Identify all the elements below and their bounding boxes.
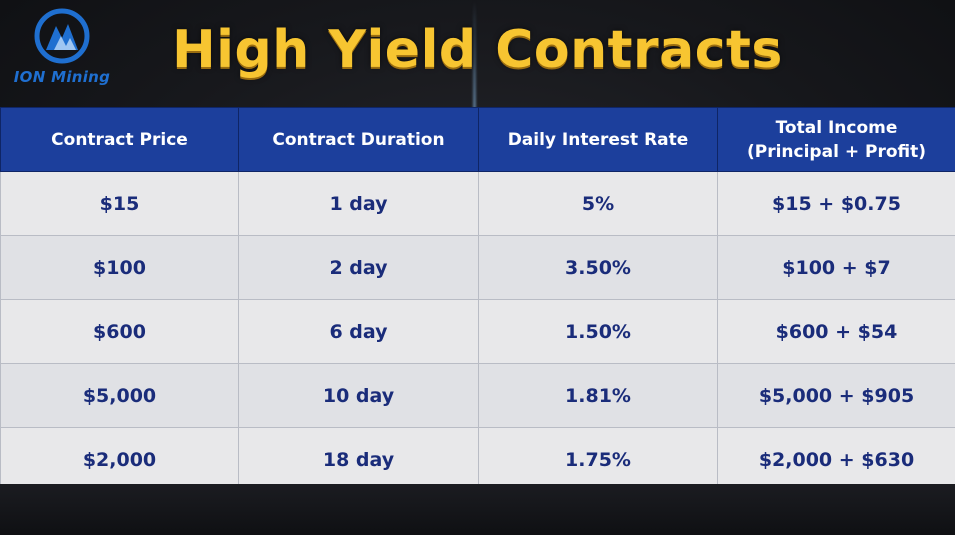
table-header-row: Contract Price Contract Duration Daily I…: [0, 107, 955, 172]
header-daily-interest-rate: Daily Interest Rate: [478, 107, 718, 172]
header-contract-price: Contract Price: [0, 107, 239, 172]
header-total-income: Total Income (Principal + Profit): [717, 107, 955, 172]
cell-daily-interest-rate: 1.75%: [478, 427, 718, 492]
cell-contract-duration: 10 day: [238, 363, 479, 428]
table-row: $2,000 18 day 1.75% $2,000 + $630: [0, 427, 955, 492]
cell-contract-price: $2,000: [0, 427, 239, 492]
bottom-background: [0, 484, 955, 535]
contracts-table: Contract Price Contract Duration Daily I…: [0, 107, 955, 492]
contracts-table-container: Contract Price Contract Duration Daily I…: [0, 107, 955, 492]
cell-contract-price: $5,000: [0, 363, 239, 428]
cell-contract-duration: 1 day: [238, 171, 479, 236]
cell-total-income: $5,000 + $905: [717, 363, 955, 428]
header-total-income-line1: Total Income: [775, 117, 898, 138]
logo-text: ION Mining: [13, 68, 111, 86]
cell-total-income: $15 + $0.75: [717, 171, 955, 236]
ion-mining-logo: ION Mining: [6, 6, 118, 88]
cell-daily-interest-rate: 1.50%: [478, 299, 718, 364]
table-row: $5,000 10 day 1.81% $5,000 + $905: [0, 363, 955, 428]
cell-contract-price: $100: [0, 235, 239, 300]
page-title: High Yield Contracts: [172, 20, 783, 80]
cell-contract-duration: 18 day: [238, 427, 479, 492]
cell-total-income: $2,000 + $630: [717, 427, 955, 492]
cell-contract-price: $600: [0, 299, 239, 364]
ion-mining-logo-icon: [34, 8, 90, 64]
cell-daily-interest-rate: 3.50%: [478, 235, 718, 300]
cell-contract-duration: 6 day: [238, 299, 479, 364]
header-total-income-line2: (Principal + Profit): [746, 141, 926, 162]
table-row: $600 6 day 1.50% $600 + $54: [0, 299, 955, 364]
cell-contract-duration: 2 day: [238, 235, 479, 300]
cell-contract-price: $15: [0, 171, 239, 236]
table-row: $100 2 day 3.50% $100 + $7: [0, 235, 955, 300]
cell-total-income: $600 + $54: [717, 299, 955, 364]
cell-daily-interest-rate: 5%: [478, 171, 718, 236]
table-row: $15 1 day 5% $15 + $0.75: [0, 171, 955, 236]
cell-daily-interest-rate: 1.81%: [478, 363, 718, 428]
cell-total-income: $100 + $7: [717, 235, 955, 300]
header-contract-duration: Contract Duration: [238, 107, 479, 172]
